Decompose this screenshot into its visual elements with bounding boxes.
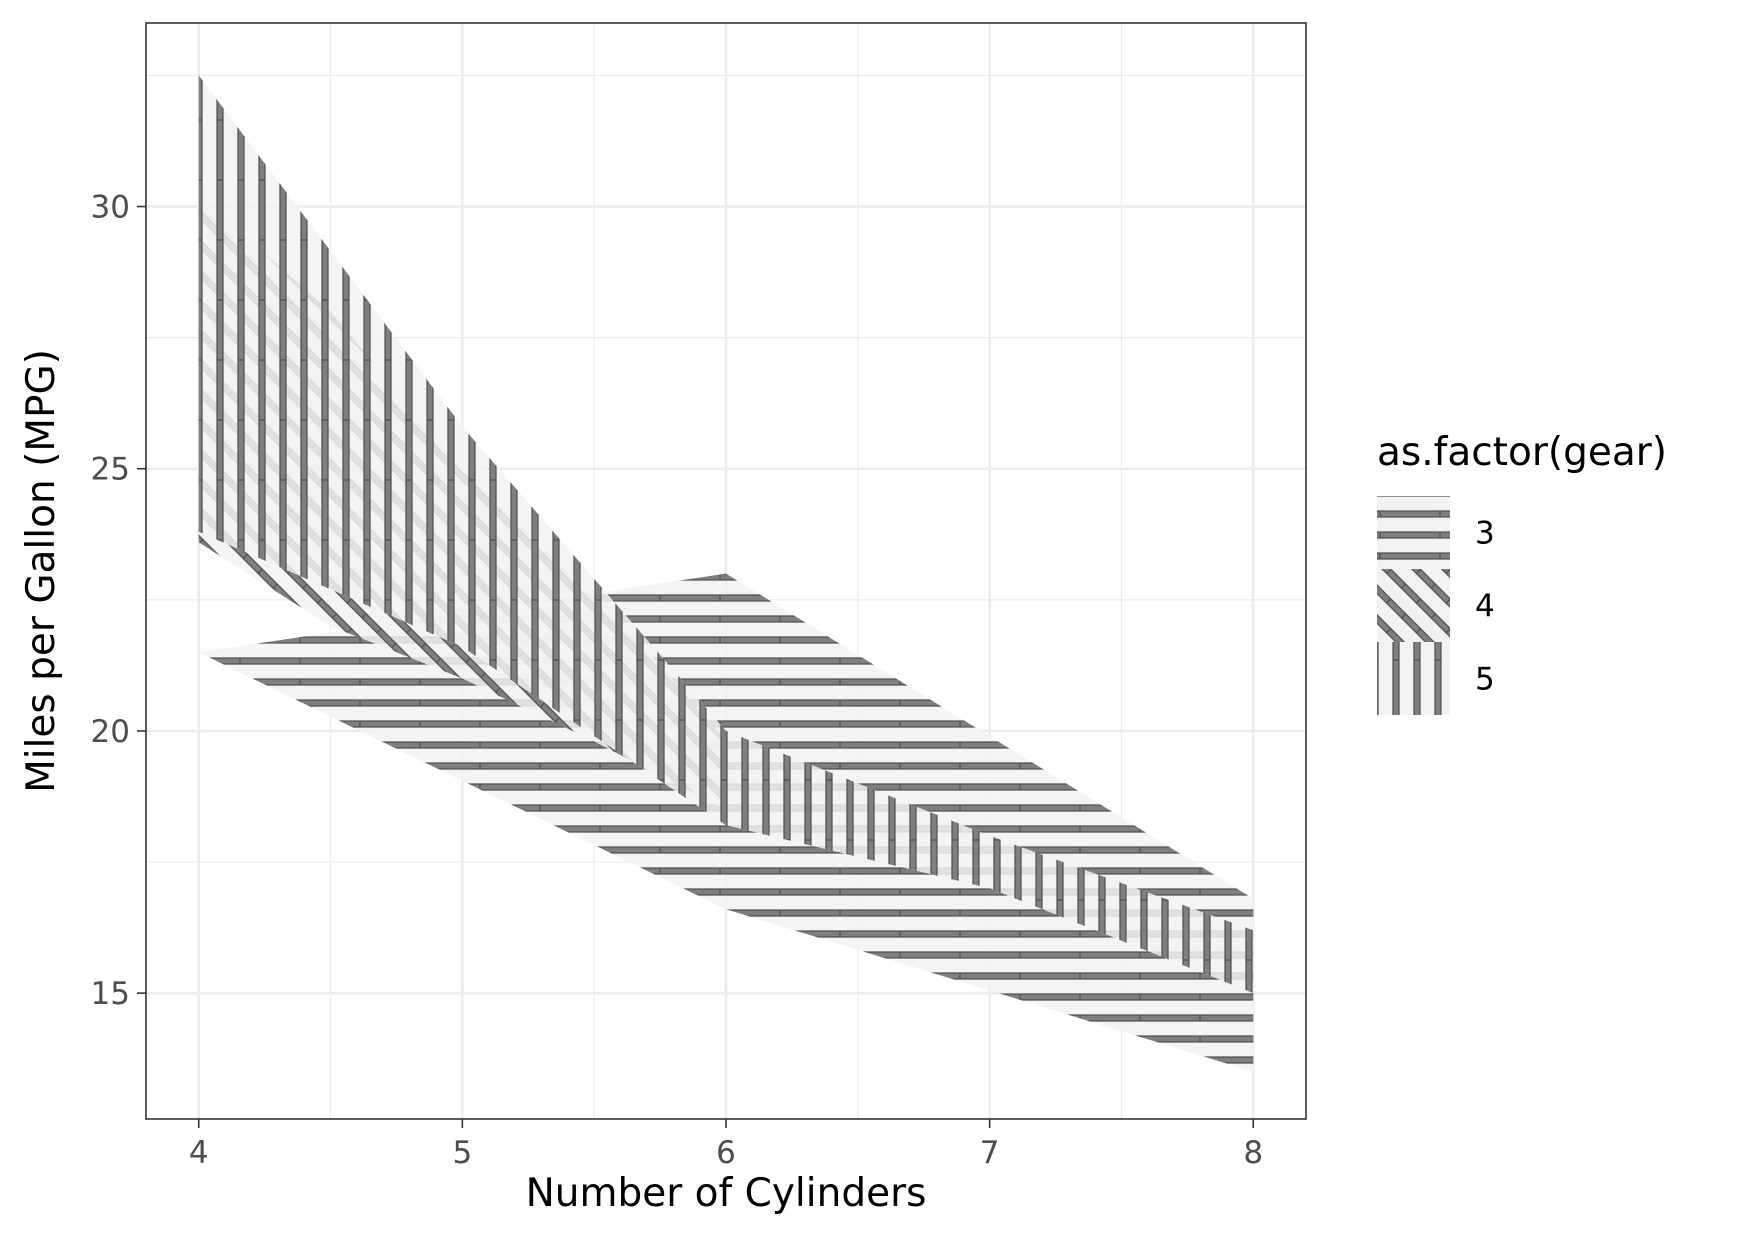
x-tick-label: 4 <box>189 1135 209 1171</box>
legend-key-swatch-gear-3 <box>1377 496 1450 569</box>
y-tick-label: 30 <box>91 190 130 226</box>
legend-key-swatch-gear-5 <box>1377 642 1450 715</box>
ribbon-layer <box>198 75 1254 1072</box>
y-tick-label: 15 <box>91 976 130 1012</box>
legend-key-swatch-gear-4 <box>1377 569 1450 642</box>
x-tick-label: 6 <box>716 1135 736 1171</box>
ribbon-pattern-gear-5 <box>198 75 1254 994</box>
x-tick-label: 8 <box>1243 1135 1263 1171</box>
y-axis: 15 20 25 30 <box>91 190 146 1012</box>
x-axis: 4 5 6 7 8 <box>189 1119 1263 1171</box>
x-tick-label: 5 <box>452 1135 472 1171</box>
legend-keys: 3 4 5 <box>1377 496 1495 715</box>
x-tick-label: 7 <box>980 1135 1000 1171</box>
y-tick-label: 20 <box>91 714 130 750</box>
ribbon-gear-5 <box>198 75 1254 994</box>
y-tick-label: 25 <box>91 452 130 488</box>
plot-panel <box>145 22 1307 1120</box>
legend: as.factor(gear) 3 4 5 <box>1377 430 1667 715</box>
x-axis-title: Number of Cylinders <box>526 1171 927 1216</box>
legend-title: as.factor(gear) <box>1377 430 1667 475</box>
legend-label: 3 <box>1475 516 1495 552</box>
y-axis-title: Miles per Gallon (MPG) <box>19 349 64 793</box>
legend-label: 5 <box>1475 662 1495 698</box>
legend-label: 4 <box>1475 589 1495 625</box>
